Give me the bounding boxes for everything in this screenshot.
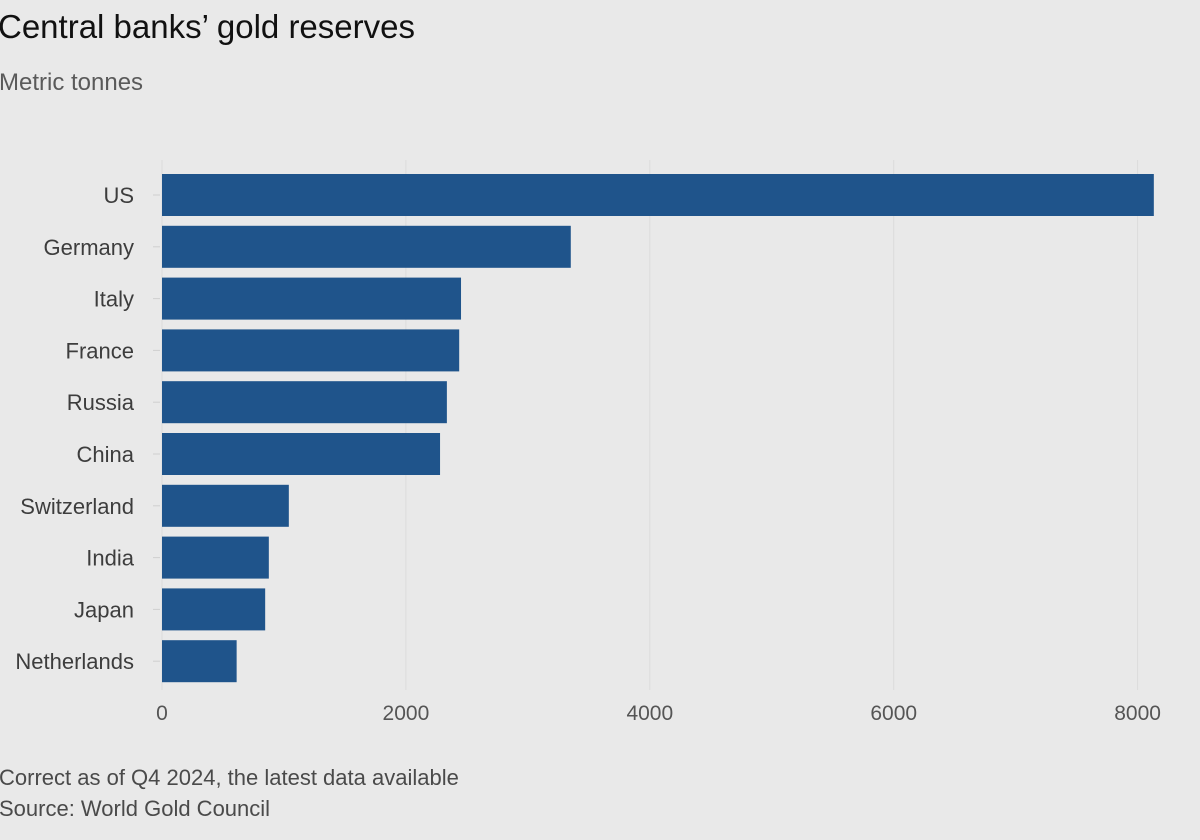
category-label: Italy xyxy=(94,287,134,312)
bar-japan xyxy=(162,588,266,631)
footnote: Correct as of Q4 2024, the latest data a… xyxy=(0,765,459,790)
category-label: China xyxy=(77,442,135,467)
bar-us xyxy=(162,174,1154,216)
x-tick-label: 8000 xyxy=(1114,702,1161,725)
chart-title: Central banks’ gold reserves xyxy=(0,8,415,45)
x-tick-label: 0 xyxy=(156,702,168,725)
category-labels: US Germany Italy France Russia China Switzerla… xyxy=(15,183,160,674)
source-note: Source: World Gold Council xyxy=(0,796,271,821)
bar-france xyxy=(162,329,460,372)
bar-switzerland xyxy=(162,484,289,527)
bar-russia xyxy=(162,381,447,424)
category-label: Germany xyxy=(44,235,134,260)
bar-netherlands xyxy=(162,640,237,683)
category-label: Russia xyxy=(67,390,135,415)
category-label: Japan xyxy=(74,597,134,622)
category-label: India xyxy=(86,546,134,571)
category-label: Netherlands xyxy=(15,649,134,674)
bar-china xyxy=(162,433,441,475)
category-label: US xyxy=(103,183,134,208)
bars xyxy=(162,174,1154,683)
x-tick-label: 4000 xyxy=(626,702,673,725)
x-tick-label: 2000 xyxy=(383,702,430,725)
bar-germany xyxy=(162,225,571,268)
category-label: France xyxy=(66,338,134,363)
x-tick-label: 6000 xyxy=(870,702,917,725)
bar-india xyxy=(162,536,269,579)
chart-subtitle: Metric tonnes xyxy=(0,69,144,96)
x-axis-tick-labels: 0 2000 4000 6000 8000 xyxy=(156,702,1161,725)
bar-italy xyxy=(162,277,462,320)
category-label: Switzerland xyxy=(20,494,134,519)
